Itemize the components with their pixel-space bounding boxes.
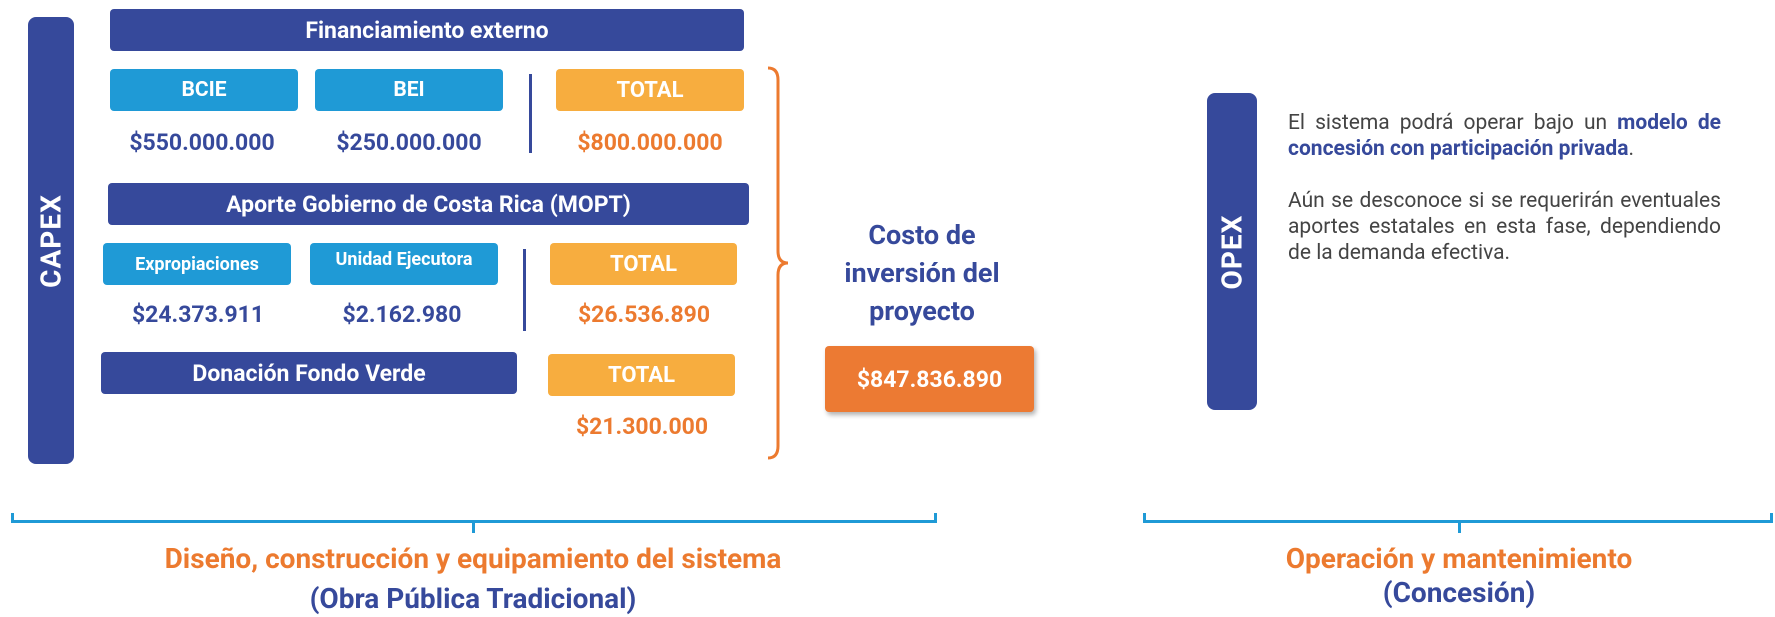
amount: $550.000.000 bbox=[129, 129, 275, 156]
capex-bar: CAPEX bbox=[28, 17, 74, 464]
amount: $250.000.000 bbox=[336, 129, 482, 156]
caption: Diseño, construcción y equipamiento del … bbox=[164, 542, 782, 575]
caption: (Obra Pública Tradicional) bbox=[309, 582, 637, 615]
amount: $24.373.911 bbox=[131, 301, 265, 328]
divider bbox=[529, 74, 532, 153]
section-title: Financiamiento externo bbox=[110, 9, 744, 51]
amount: $2.162.980 bbox=[342, 301, 462, 328]
source-label: BEI bbox=[315, 69, 503, 111]
bracket-tick bbox=[1458, 521, 1461, 533]
opex-bar: OPEX bbox=[1207, 93, 1257, 410]
total-amount: $21.300.000 bbox=[575, 413, 709, 440]
opex-label: OPEX bbox=[1215, 214, 1249, 289]
bracket-tick bbox=[472, 521, 475, 533]
brace bbox=[767, 66, 789, 460]
total-amount: $800.000.000 bbox=[577, 129, 723, 156]
total-label: TOTAL bbox=[556, 69, 744, 111]
bold-text: modelo de concesión con participación pr… bbox=[1288, 111, 1721, 161]
cost-label: Costo de inversión del proyecto bbox=[844, 219, 1000, 327]
section-title: Donación Fondo Verde bbox=[101, 352, 517, 394]
source-label: Unidad Ejecutora bbox=[310, 243, 498, 285]
paragraph: El sistema podrá operar bajo un modelo d… bbox=[1288, 110, 1721, 162]
section-title: Aporte Gobierno de Costa Rica (MOPT) bbox=[108, 183, 749, 225]
capex-label: CAPEX bbox=[34, 193, 68, 288]
divider bbox=[523, 249, 526, 331]
paragraph: Aún se desconoce si se requerirán eventu… bbox=[1288, 189, 1721, 265]
source-label: Expropiaciones bbox=[103, 243, 291, 285]
caption: Operación y mantenimiento bbox=[1285, 542, 1633, 575]
source-label: BCIE bbox=[110, 69, 298, 111]
opex-text: El sistema podrá operar bajo un modelo d… bbox=[1288, 110, 1721, 266]
caption: (Concesión) bbox=[1382, 576, 1536, 609]
total-label: TOTAL bbox=[550, 243, 737, 285]
text: . bbox=[1628, 137, 1635, 161]
total-label: TOTAL bbox=[548, 354, 735, 396]
grand-total: $847.836.890 bbox=[825, 346, 1034, 412]
total-amount: $26.536.890 bbox=[577, 301, 711, 328]
text: El sistema podrá operar bajo un bbox=[1288, 111, 1618, 135]
